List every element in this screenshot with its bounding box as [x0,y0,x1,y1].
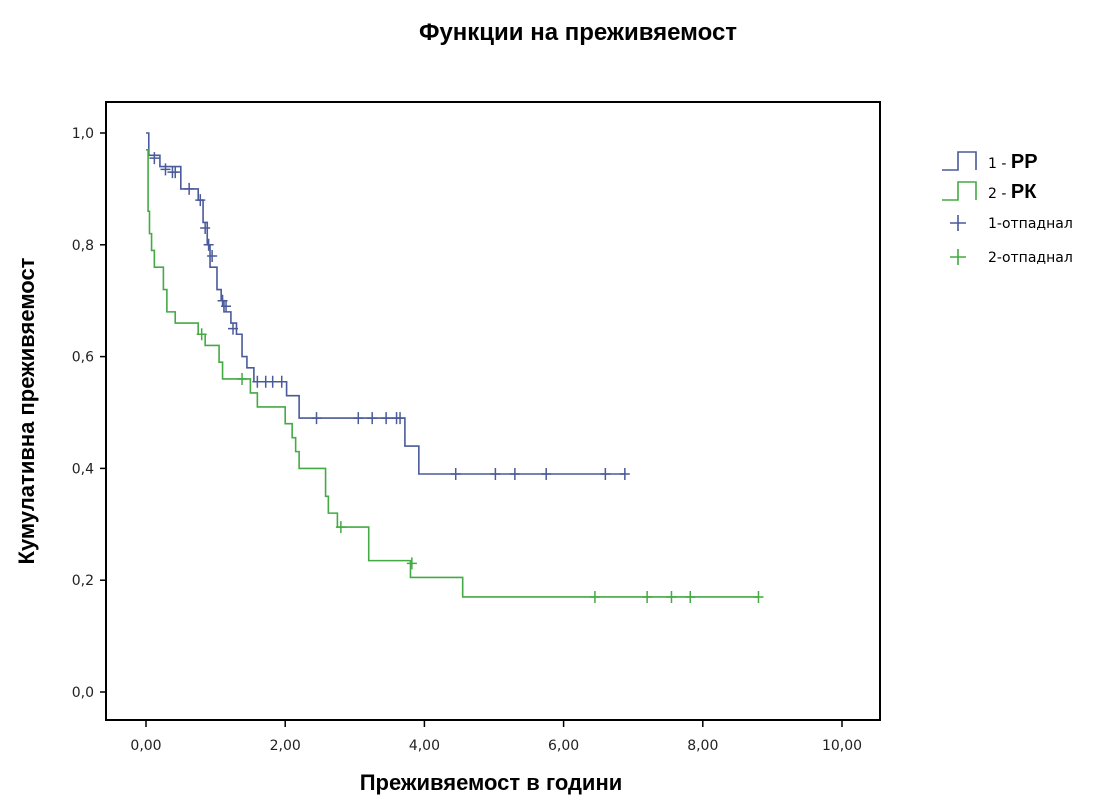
series-2-censor-mark [196,328,207,341]
series-2-censor-mark [642,590,653,603]
plot-frame [105,101,881,721]
series-2-censor-mark [685,590,696,603]
series-1-censor-mark [311,412,322,425]
series-2-censor-mark [335,521,346,534]
series-1-censor-mark [170,166,181,179]
y-axis: 0,0 0,2 0,4 0,6 0,8 1,0 [72,126,106,701]
legend: 1 - РР 2 - РК 1-отпаднал 2-отпаднал [942,151,1073,266]
series-1-censor-mark [381,412,392,425]
series-1-censor-mark [228,322,238,335]
series-2-censor-mark [406,557,417,570]
x-tick-label: 4,00 [409,738,440,754]
legend-censor-swatch [950,215,966,231]
series-1-censor-mark [267,375,278,388]
x-tick-label: 10,00 [822,738,862,754]
series-1-censor-mark [200,222,211,235]
series-1-censor-mark [509,467,520,480]
series-1-censor-mark [450,467,461,480]
series-2-censor-mark [237,372,248,385]
legend-step-swatch [942,181,977,201]
x-tick-label: 8,00 [687,738,718,754]
series-1-censor-mark [490,467,501,480]
series-1-censor-mark [276,375,287,388]
series-1-censor-mark [353,412,364,425]
legend-censor-swatch [950,249,966,265]
legend-label: 1 - РР [988,151,1038,173]
x-axis: 0,00 2,00 4,00 6,00 8,00 10,00 [130,720,862,754]
legend-step-swatch [942,151,977,171]
x-axis-title: Преживяемост в години [360,770,623,795]
legend-label: 1-отпаднал [988,216,1073,232]
x-tick-label: 0,00 [130,738,161,754]
series-1-censor-mark [367,412,378,425]
legend-label: 2 - РК [988,181,1037,203]
y-tick-label: 1,0 [72,126,94,142]
series-1-censor-mark [221,300,232,313]
series-1-censor-mark [195,194,206,207]
y-tick-label: 0,4 [72,461,94,477]
x-tick-label: 6,00 [548,738,579,754]
series-2-censor-mark [589,590,600,603]
y-tick-label: 0,6 [72,350,94,366]
series-1-censor-mark [203,238,214,251]
series-2-line [146,148,759,598]
series-1-censor-mark [184,182,195,195]
series-1-censor-mark [541,467,552,480]
y-tick-label: 0,0 [72,685,94,701]
chart-title: Функции на преживяемост [419,19,737,46]
series-1-censor-mark [395,412,406,425]
series-1-censor-mark [619,467,630,480]
plot-area [146,132,764,603]
series-1-censor-mark [160,163,171,176]
series-2-censor-mark [666,590,677,603]
x-tick-label: 2,00 [270,738,301,754]
series-1-censor-mark [600,467,611,480]
y-axis-title: Кумулативна преживяемост [14,257,39,564]
legend-label: 2-отпаднал [988,250,1073,266]
y-tick-label: 0,8 [72,238,94,254]
series-2-censor-mark [753,590,764,603]
y-tick-label: 0,2 [72,573,94,589]
series-1-censor-mark [252,375,263,388]
series-1-censor-mark [149,152,160,165]
series-1-censor-mark [207,249,218,262]
